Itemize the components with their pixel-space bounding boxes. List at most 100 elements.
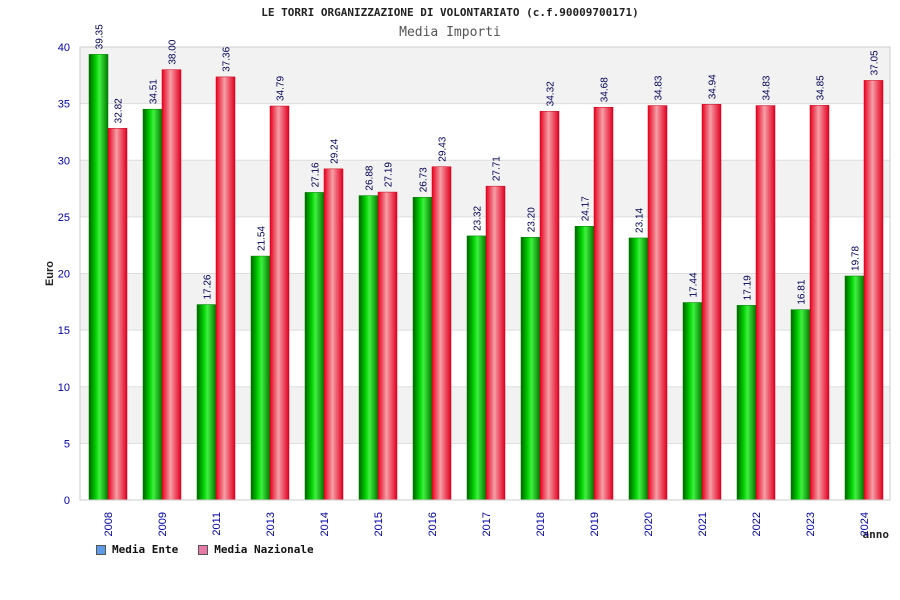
bar-ente-2024 xyxy=(844,275,865,501)
x-tick-label-2024: 2024 xyxy=(859,512,871,536)
grid-band xyxy=(80,160,890,217)
bar-ente-2020 xyxy=(628,237,649,501)
y-tick-label: 10 xyxy=(58,382,70,394)
data-label-nazionale-2024: 37.05 xyxy=(870,50,881,75)
data-label-ente-2024: 19.78 xyxy=(851,246,862,271)
data-label-ente-2020: 23.14 xyxy=(635,207,646,232)
data-label-nazionale-2015: 27.19 xyxy=(384,162,395,187)
chart-subtitle: Media Importi xyxy=(399,25,501,40)
bar-ente-2021 xyxy=(682,302,703,501)
data-label-ente-2023: 16.81 xyxy=(797,279,808,304)
y-tick-label: 0 xyxy=(64,495,70,507)
data-label-ente-2018: 23.20 xyxy=(527,207,538,232)
x-tick-label-2019: 2019 xyxy=(589,512,601,536)
legend-label-ente: Media Ente xyxy=(112,543,179,556)
data-label-nazionale-2019: 34.68 xyxy=(600,77,611,102)
legend: Media Ente Media Nazionale xyxy=(96,543,314,556)
data-label-ente-2013: 21.54 xyxy=(257,226,268,251)
x-tick-label-2022: 2022 xyxy=(751,512,763,536)
legend-swatch-ente xyxy=(96,544,106,555)
bar-nazionale-2019 xyxy=(593,106,614,501)
bar-nazionale-2015 xyxy=(377,191,398,501)
bars xyxy=(88,54,884,501)
bar-nazionale-2013 xyxy=(269,105,290,501)
bar-ente-2017 xyxy=(466,235,487,501)
data-label-nazionale-2008: 32.82 xyxy=(114,98,125,123)
data-label-ente-2021: 17.44 xyxy=(689,272,700,297)
y-tick-label: 30 xyxy=(58,155,70,167)
bar-ente-2013 xyxy=(250,255,271,501)
data-label-ente-2017: 23.32 xyxy=(473,205,484,230)
bar-nazionale-2018 xyxy=(539,111,560,501)
data-label-ente-2019: 24.17 xyxy=(581,196,592,221)
data-label-ente-2008: 39.35 xyxy=(95,24,106,49)
data-label-nazionale-2020: 34.83 xyxy=(654,75,665,100)
bar-nazionale-2020 xyxy=(647,105,668,501)
legend-item-ente: Media Ente xyxy=(96,543,178,556)
y-tick-label: 5 xyxy=(64,438,70,450)
y-tick-label: 20 xyxy=(58,269,70,281)
bar-nazionale-2023 xyxy=(809,105,830,501)
bar-nazionale-2011 xyxy=(215,76,236,501)
legend-item-nazionale: Media Nazionale xyxy=(198,543,314,556)
bar-ente-2008 xyxy=(88,54,109,501)
bar-ente-2015 xyxy=(358,195,379,501)
data-label-nazionale-2014: 29.24 xyxy=(330,138,341,163)
x-tick-label-2011: 2011 xyxy=(211,512,223,536)
data-label-ente-2014: 27.16 xyxy=(311,162,322,187)
data-label-nazionale-2021: 34.94 xyxy=(708,74,719,99)
data-label-nazionale-2018: 34.32 xyxy=(546,81,557,106)
data-label-nazionale-2017: 27.71 xyxy=(492,156,503,181)
bar-nazionale-2016 xyxy=(431,166,452,501)
x-tick-label-2009: 2009 xyxy=(157,512,169,536)
y-tick-label: 40 xyxy=(58,42,70,54)
data-label-nazionale-2016: 29.43 xyxy=(438,136,449,161)
legend-swatch-nazionale xyxy=(198,544,209,555)
legend-label-nazionale: Media Nazionale xyxy=(214,543,314,556)
x-axis-label: anno xyxy=(863,528,890,541)
y-tick-label: 15 xyxy=(58,325,70,337)
y-tick-label: 25 xyxy=(58,212,70,224)
data-label-nazionale-2013: 34.79 xyxy=(276,76,287,101)
data-label-nazionale-2023: 34.85 xyxy=(816,75,827,100)
x-tick-label-2013: 2013 xyxy=(265,512,277,536)
bar-nazionale-2008 xyxy=(107,128,128,501)
x-tick-label-2015: 2015 xyxy=(373,512,385,536)
data-label-ente-2011: 17.26 xyxy=(203,274,214,299)
bar-ente-2014 xyxy=(304,192,325,501)
bar-ente-2011 xyxy=(196,304,217,501)
plot-border xyxy=(79,46,891,501)
x-tick-label-2016: 2016 xyxy=(427,512,439,536)
bar-nazionale-2009 xyxy=(161,69,182,501)
x-tick-label-2021: 2021 xyxy=(697,512,709,536)
data-label-ente-2016: 26.73 xyxy=(419,167,430,192)
bar-ente-2009 xyxy=(142,108,163,501)
grid-band xyxy=(80,47,890,104)
x-tick-label-2008: 2008 xyxy=(103,512,115,536)
bar-ente-2023 xyxy=(790,309,811,501)
bar-nazionale-2022 xyxy=(755,105,776,501)
y-tick-label: 35 xyxy=(58,99,70,111)
x-tick-label-2018: 2018 xyxy=(535,512,547,536)
chart-title: LE TORRI ORGANIZZAZIONE DI VOLONTARIATO … xyxy=(261,6,639,19)
y-axis-label: Euro xyxy=(44,261,56,286)
bar-ente-2018 xyxy=(520,237,541,501)
data-labels: 39.35 32.82 34.51 38.00 17.26 37.36 21.54 34.79… xyxy=(95,24,881,305)
data-label-nazionale-2009: 38.00 xyxy=(168,39,179,64)
bar-nazionale-2017 xyxy=(485,185,506,501)
bar-nazionale-2021 xyxy=(701,104,722,501)
data-label-ente-2009: 34.51 xyxy=(149,79,160,104)
data-label-ente-2015: 26.88 xyxy=(365,165,376,190)
data-label-nazionale-2022: 34.83 xyxy=(762,75,773,100)
x-tick-label-2020: 2020 xyxy=(643,512,655,536)
x-tick-label-2023: 2023 xyxy=(805,512,817,536)
bar-ente-2019 xyxy=(574,226,595,501)
data-label-nazionale-2011: 37.36 xyxy=(222,46,233,71)
bar-ente-2016 xyxy=(412,197,433,501)
data-label-ente-2022: 17.19 xyxy=(743,275,754,300)
bar-nazionale-2024 xyxy=(863,80,884,501)
bar-ente-2022 xyxy=(736,305,757,501)
x-tick-label-2014: 2014 xyxy=(319,512,331,536)
axes: 0 5 10 15 20 25 30 35 40 Euro anno 2008 2009 2011 2013… xyxy=(44,42,891,541)
